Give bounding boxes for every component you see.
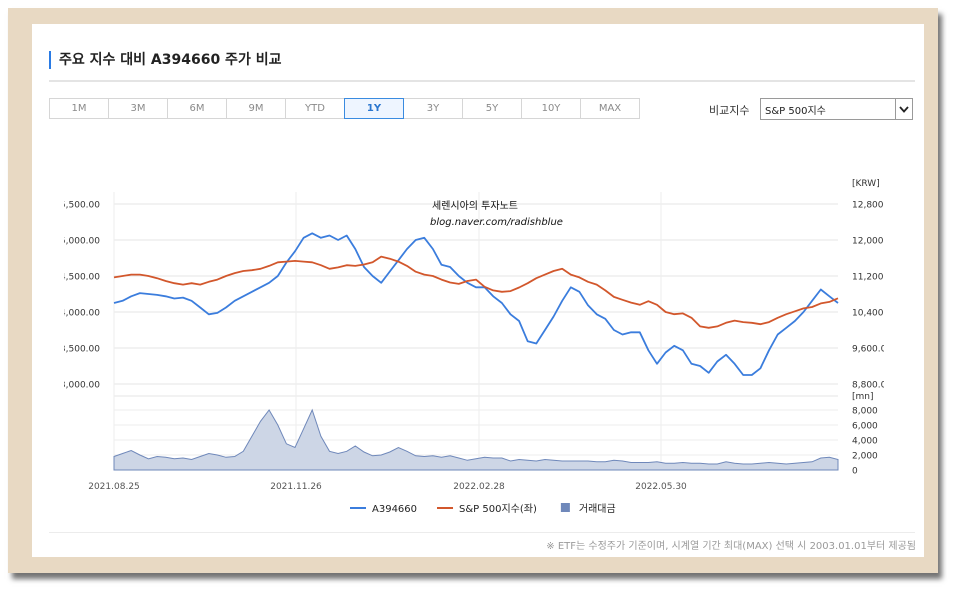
series-lines: [113, 232, 839, 376]
legend-label: A394660: [372, 504, 417, 515]
volume-tick-label: 2,000: [852, 452, 878, 462]
tab-3y[interactable]: 3Y: [403, 98, 463, 119]
left-tick-label: 4,000.00: [64, 309, 100, 319]
price-comparison-chart: 5,500.00 5,000.00 4,500.00 4,000.00 3,500.00…: [64, 179, 884, 515]
tab-9m[interactable]: 9M: [226, 98, 286, 119]
volume-tick-label: 4,000: [852, 437, 878, 447]
right-tick-label: 12,000.00: [852, 237, 884, 247]
tab-max[interactable]: MAX: [580, 98, 640, 119]
tab-ytd[interactable]: YTD: [285, 98, 345, 119]
a394660-line: [113, 232, 839, 376]
right-tick-label: 10,400.00: [852, 309, 884, 319]
volume-tick-label: 0: [852, 467, 858, 477]
tab-6m[interactable]: 6M: [167, 98, 227, 119]
legend-swatch-volume: [560, 503, 570, 512]
volume-tick-label: 6,000: [852, 422, 878, 432]
sp500-line: [113, 255, 839, 329]
tab-1y[interactable]: 1Y: [344, 98, 404, 119]
right-axis-unit: [KRW]: [852, 179, 880, 189]
volume-tick-label: 8,000: [852, 407, 878, 417]
x-tick-label: 2021.08.25: [88, 482, 140, 492]
title-divider: [49, 80, 915, 82]
right-tick-label: 8,800.00: [852, 381, 884, 391]
legend-label: 거래대금: [579, 503, 616, 515]
right-tick-label: 9,600.00: [852, 345, 884, 355]
footnote: ※ ETF는 수정주가 기준이며, 시계열 기간 최대(MAX) 선택 시 20…: [546, 541, 916, 552]
compare-index-value: S&P 500지수: [765, 105, 826, 117]
right-tick-label: 12,800.00: [852, 201, 884, 211]
volume-area: [113, 408, 839, 471]
tab-1m[interactable]: 1M: [49, 98, 109, 119]
left-tick-label: 5,000.00: [64, 237, 100, 247]
photo-frame: 주요 지수 대비 A394660 주가 비교 1M 3M 6M 9M YTD 1…: [8, 8, 938, 573]
tab-5y[interactable]: 5Y: [462, 98, 522, 119]
compare-index-label: 비교지수: [709, 104, 750, 117]
watermark-line2: blog.naver.com/radishblue: [430, 217, 563, 228]
x-tick-label: 2022.05.30: [635, 482, 687, 492]
volume-area-path: [113, 408, 839, 471]
left-tick-label: 3,000.00: [64, 381, 100, 391]
chart-gridlines: [113, 192, 838, 471]
chart-panel: 주요 지수 대비 A394660 주가 비교 1M 3M 6M 9M YTD 1…: [32, 24, 924, 557]
period-tabs: 1M 3M 6M 9M YTD 1Y 3Y 5Y 10Y MAX: [49, 98, 640, 119]
left-tick-label: 4,500.00: [64, 273, 100, 283]
left-tick-label: 3,500.00: [64, 345, 100, 355]
footer-divider: [49, 532, 915, 533]
tab-3m[interactable]: 3M: [108, 98, 168, 119]
left-tick-label: 5,500.00: [64, 201, 100, 211]
x-tick-label: 2021.11.26: [270, 482, 322, 492]
volume-axis-unit: [mn]: [852, 392, 874, 402]
tab-10y[interactable]: 10Y: [521, 98, 581, 119]
chevron-down-icon[interactable]: [895, 99, 912, 119]
watermark-line1: 세렌시아의 투자노트: [432, 200, 518, 212]
compare-index-select[interactable]: S&P 500지수: [760, 98, 913, 120]
right-tick-label: 11,200.00: [852, 273, 884, 283]
x-tick-label: 2022.02.28: [453, 482, 505, 492]
page-title: 주요 지수 대비 A394660 주가 비교: [49, 51, 281, 69]
chart-legend: A394660 S&P 500지수(좌) 거래대금: [350, 503, 616, 515]
axis-labels: 5,500.00 5,000.00 4,500.00 4,000.00 3,500.00…: [64, 179, 884, 492]
legend-label: S&P 500지수(좌): [459, 503, 537, 515]
